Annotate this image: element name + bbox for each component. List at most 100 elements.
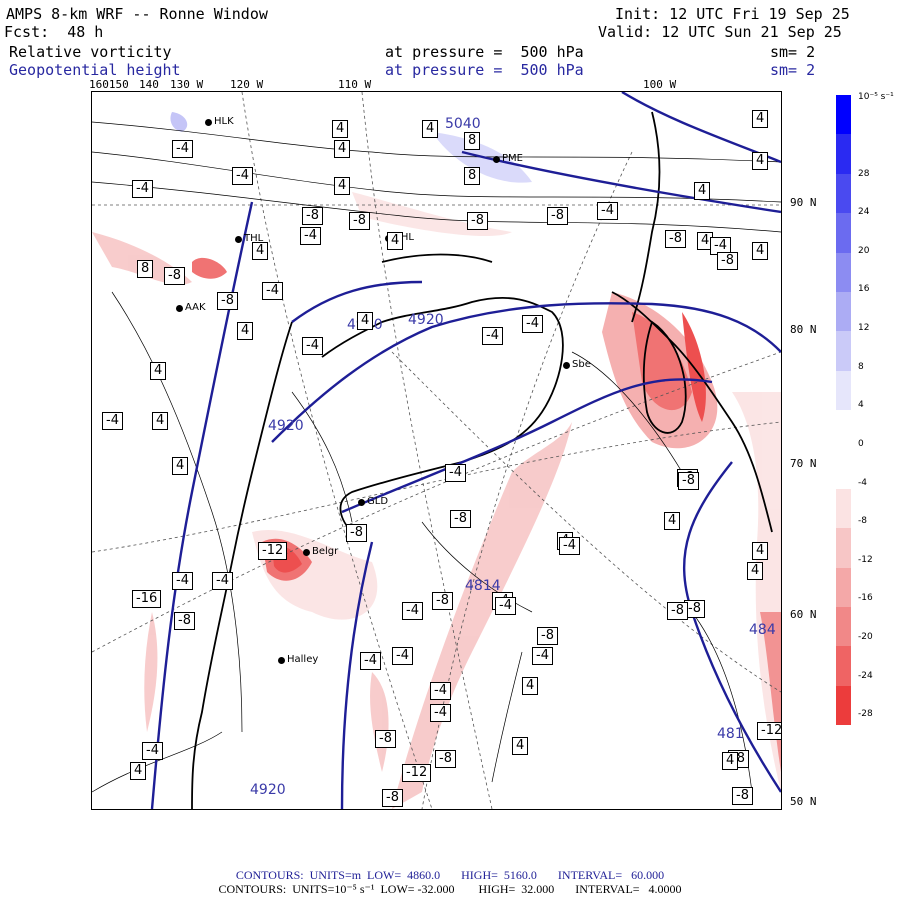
lon-label: 120 W	[230, 78, 264, 91]
vorticity-contour-label: 4	[747, 562, 764, 580]
colorbar-tick-label: 24	[858, 207, 870, 218]
vorticity-contour-label: 4	[334, 177, 351, 195]
station-aak: AAK	[176, 302, 206, 313]
vorticity-contour-label: -4	[212, 572, 233, 590]
lon-label: 160150	[89, 78, 129, 91]
colorbar-tick-label: 16	[858, 284, 870, 295]
height-label: 4814	[465, 578, 501, 594]
vorticity-contour-label: -8	[537, 627, 558, 645]
colorbar-tick-label: -8	[858, 516, 867, 527]
footer-height-contours: CONTOURS: UNITS=m LOW= 4860.0 HIGH= 5160…	[235, 868, 665, 882]
station-thl: THL	[234, 233, 264, 244]
colorbar-segment	[836, 607, 851, 647]
colorbar-tick-label: 12	[858, 323, 870, 334]
vorticity-contour-label: -8	[684, 600, 705, 618]
colorbar-tick-label: 20	[858, 245, 870, 256]
vorticity-contour-label: 4	[422, 120, 439, 138]
colorbar-segment	[836, 410, 851, 450]
footer-vorticity-contours: CONTOURS: UNITS=10⁻⁵ s⁻¹ LOW= -32.000 HI…	[218, 882, 682, 896]
colorbar-segment	[836, 567, 851, 608]
colorbar-tick-label: -24	[858, 670, 873, 681]
vorticity-contour-label: -8	[665, 230, 686, 248]
field1-smoothing: sm= 2	[770, 43, 816, 61]
vorticity-contour-label: -8	[678, 472, 699, 490]
height-label: 481	[717, 726, 744, 742]
vorticity-contour-label: 8	[137, 260, 154, 278]
valid-time: Valid: 12 UTC Sun 21 Sep 25	[598, 23, 842, 41]
station-hlk: HLK	[205, 116, 234, 127]
vorticity-contour-label: -8	[164, 267, 185, 285]
forecast-hour: Fcst: 48 h	[4, 23, 104, 41]
vorticity-contour-label: 4	[722, 752, 739, 770]
vorticity-contour-label: -4	[430, 682, 451, 700]
vorticity-contour-label: 4	[172, 457, 189, 475]
lat-label: 80 N	[790, 323, 817, 336]
colorbar-segment	[836, 331, 851, 371]
vorticity-contour-label: -4	[430, 704, 451, 722]
colorbar-segment	[836, 252, 851, 292]
vorticity-contour-label: 4	[150, 362, 167, 380]
colorbar-segment	[836, 370, 851, 411]
lon-label: 110 W	[338, 78, 372, 91]
colorbar-tick-label: -20	[858, 631, 873, 642]
vorticity-contour-label: -8	[375, 730, 396, 748]
vorticity-contour-label: -8	[732, 787, 753, 805]
station-gld: GLD	[357, 496, 389, 507]
vorticity-contour-label: -4	[597, 202, 618, 220]
vorticity-contour-label: 4	[152, 412, 169, 430]
vorticity-contour-label: 4	[694, 182, 711, 200]
vorticity-contour-label: -4	[495, 597, 516, 615]
field1-level: at pressure = 500 hPa	[385, 43, 584, 61]
vorticity-contour-label: -8	[435, 750, 456, 768]
graticule	[92, 92, 781, 809]
height-label: 484	[749, 622, 776, 638]
vorticity-contour-label: -4	[232, 167, 253, 185]
vorticity-contour-label: 4	[752, 542, 769, 560]
vorticity-contour-label: -8	[302, 207, 323, 225]
height-label: 4920	[408, 312, 444, 328]
vorticity-contour-label: 4	[512, 737, 529, 755]
vorticity-contour-label: -4	[262, 282, 283, 300]
lat-label: 70 N	[790, 457, 817, 470]
colorbar-segment	[836, 646, 851, 686]
map-graphics	[92, 92, 781, 809]
colorbar-segment	[836, 488, 851, 529]
vorticity-contour-label: 4	[522, 677, 539, 695]
vorticity-contour-label: 4	[752, 242, 769, 260]
vorticity-contour-label: -8	[217, 292, 238, 310]
vorticity-contour-label: -4	[172, 140, 193, 158]
colorbar-segment	[836, 134, 851, 174]
vorticity-contour-label: -4	[482, 327, 503, 345]
vorticity-contour-label: -4	[172, 572, 193, 590]
vorticity-contour-label: 4	[237, 322, 254, 340]
vorticity-contour-label: -8	[547, 207, 568, 225]
lat-label: 50 N	[790, 795, 817, 808]
lon-label: 130 W	[170, 78, 204, 91]
vorticity-contour-label: 4	[334, 140, 351, 158]
colorbar-segment	[836, 173, 851, 214]
colorbar-tick-label: 28	[858, 168, 870, 179]
station-belgr: Belgr	[302, 546, 339, 557]
vorticity-contour-label: -8	[382, 789, 403, 807]
vorticity-contour-label: 4	[332, 120, 349, 138]
colorbar-tick-label: 8	[858, 361, 864, 372]
vorticity-contour-label: 4	[252, 242, 269, 260]
map-title: AMPS 8-km WRF -- Ronne Window	[6, 5, 268, 23]
height-contours	[150, 92, 781, 809]
vorticity-contour-label: -8	[450, 510, 471, 528]
vorticity-contour-label: -4	[559, 537, 580, 555]
vorticity-contour-label: -4	[522, 315, 543, 333]
colorbar-segment	[836, 95, 851, 135]
vorticity-contour-label: -8	[174, 612, 195, 630]
vorticity-contour-label: 4	[664, 512, 681, 530]
lat-label: 60 N	[790, 608, 817, 621]
colorbar-segment	[836, 291, 851, 332]
colorbar-tick-label: -28	[858, 709, 873, 720]
colorbar-unit: 10⁻⁵ s⁻¹	[858, 92, 894, 102]
vorticity-contour-label: -8	[467, 212, 488, 230]
lon-label: 140	[139, 78, 159, 91]
vorticity-contour-label: -8	[346, 524, 367, 542]
height-label: 5040	[445, 116, 481, 132]
colorbar-segment	[836, 685, 851, 726]
field2-smoothing: sm= 2	[770, 61, 816, 79]
